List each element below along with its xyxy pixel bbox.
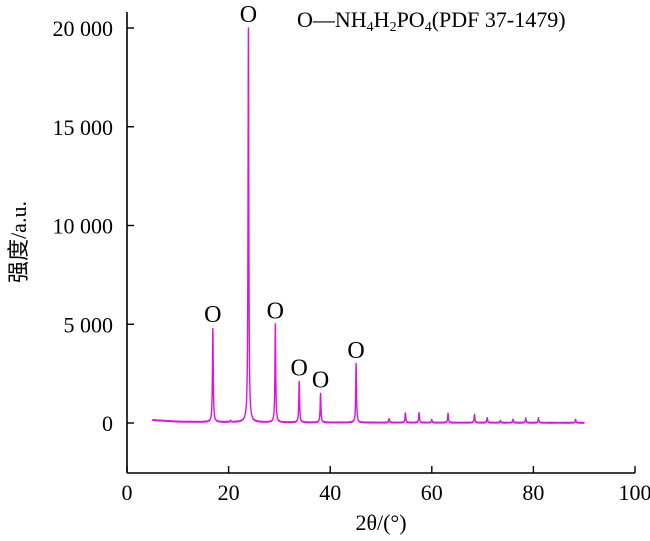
- peak-marker-label: O: [204, 302, 221, 328]
- legend-part-pdf: (PDF 37-1479): [432, 7, 566, 32]
- y-ticks: 0 5 000 10 000 15 000 20 000: [53, 16, 134, 436]
- y-tick-label: 20 000: [53, 16, 114, 41]
- legend-text: O—NH4H2PO4(PDF 37-1479): [297, 7, 566, 35]
- legend-part-po: PO: [397, 7, 425, 32]
- peak-marker-label: O: [347, 338, 364, 364]
- x-tick-label: 40: [319, 480, 341, 505]
- trace-group: [151, 27, 585, 424]
- peak-marker-label: O: [312, 367, 329, 393]
- x-tick-label: 60: [421, 480, 443, 505]
- legend-sub-4a: 4: [367, 20, 374, 35]
- xrd-trace: [151, 27, 585, 424]
- x-tick-label: 20: [218, 480, 240, 505]
- x-ticks: 0 20 40 60 80 100: [122, 466, 650, 505]
- y-axis-title: 强度/a.u.: [6, 201, 31, 283]
- peak-marker-label: O: [240, 2, 257, 28]
- legend: O—NH4H2PO4(PDF 37-1479): [297, 7, 566, 35]
- peak-marker-label: O: [267, 298, 284, 324]
- peak-marker-label: O: [291, 356, 308, 382]
- x-axis-title: 2θ/(°): [355, 510, 406, 535]
- y-tick-label: 15 000: [53, 115, 114, 140]
- legend-sub-4b: 4: [425, 20, 432, 35]
- legend-marker: O: [297, 7, 313, 32]
- legend-separator: —: [312, 7, 336, 32]
- y-tick-label: 0: [102, 411, 113, 436]
- y-tick-label: 10 000: [53, 214, 114, 239]
- legend-part-nh: NH: [335, 7, 367, 32]
- legend-part-h: H: [374, 7, 390, 32]
- x-tick-label: 100: [619, 480, 650, 505]
- x-tick-label: 80: [522, 480, 544, 505]
- x-tick-label: 0: [122, 480, 133, 505]
- y-tick-label: 5 000: [64, 312, 114, 337]
- legend-sub-2: 2: [390, 20, 397, 35]
